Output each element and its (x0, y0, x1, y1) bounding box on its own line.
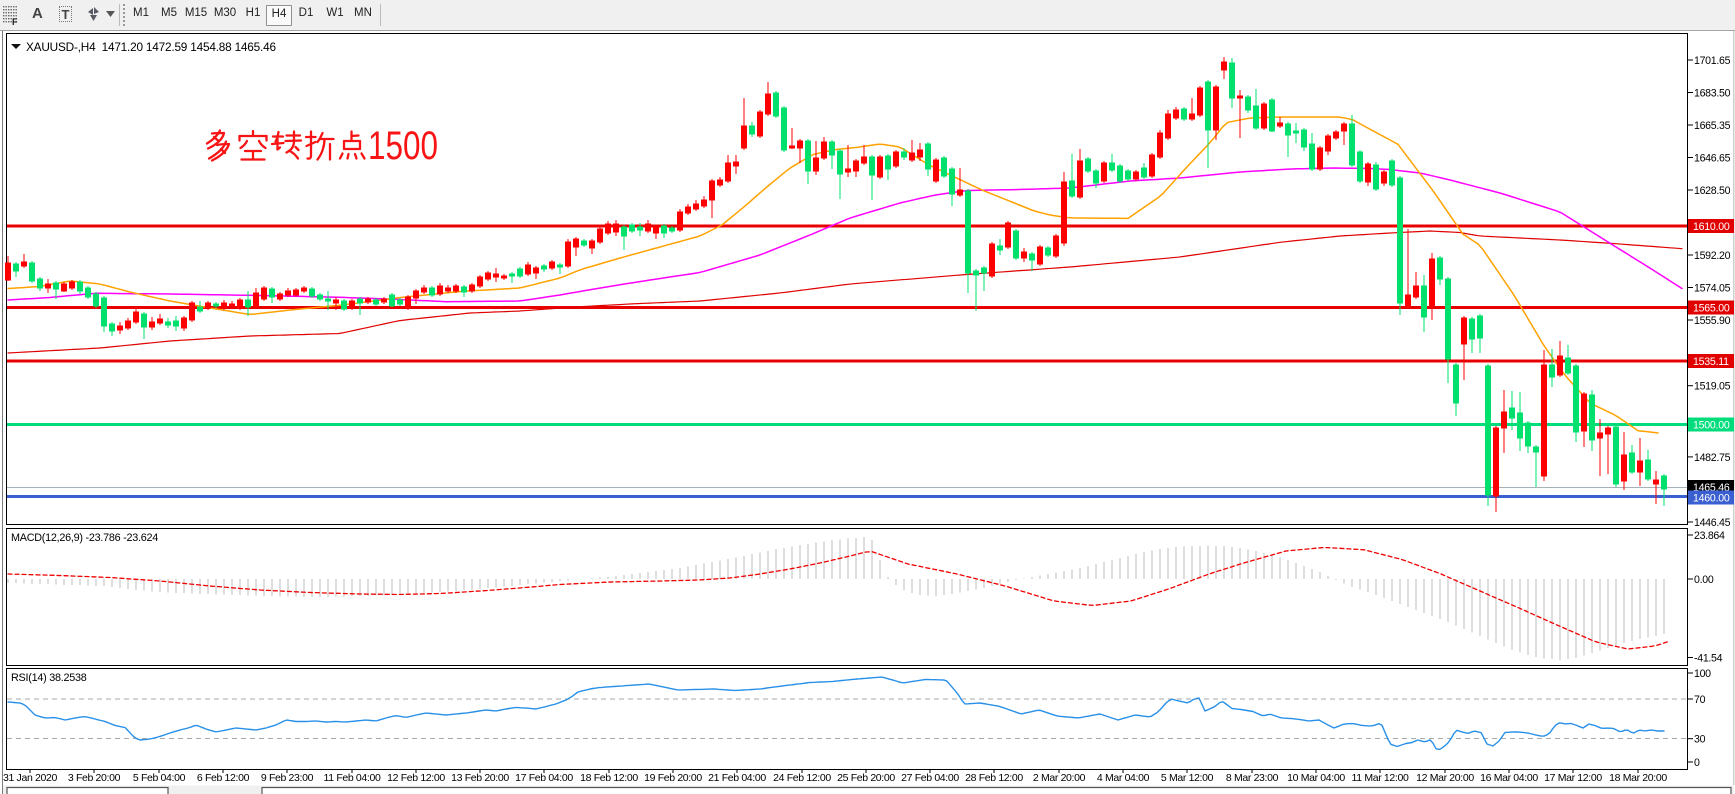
svg-text:4 Mar 04:00: 4 Mar 04:00 (1097, 772, 1150, 784)
svg-text:18 Feb 12:00: 18 Feb 12:00 (580, 772, 638, 784)
svg-text:8 Mar 23:00: 8 Mar 23:00 (1226, 772, 1279, 784)
svg-text:17 Feb 04:00: 17 Feb 04:00 (515, 772, 573, 784)
svg-text:2 Mar 20:00: 2 Mar 20:00 (1033, 772, 1086, 784)
svg-text:1460.00: 1460.00 (1693, 493, 1730, 505)
svg-text:1519.05: 1519.05 (1694, 381, 1731, 393)
svg-text:19 Feb 20:00: 19 Feb 20:00 (644, 772, 702, 784)
svg-text:1646.65: 1646.65 (1694, 153, 1731, 165)
svg-text:1500.00: 1500.00 (1693, 420, 1730, 432)
svg-text:25 Feb 20:00: 25 Feb 20:00 (837, 772, 895, 784)
svg-text:10 Mar 04:00: 10 Mar 04:00 (1287, 772, 1345, 784)
svg-text:-41.54: -41.54 (1694, 653, 1723, 665)
svg-text:27 Feb 04:00: 27 Feb 04:00 (901, 772, 959, 784)
svg-text:3 Feb 20:00: 3 Feb 20:00 (68, 772, 121, 784)
svg-text:12 Feb 12:00: 12 Feb 12:00 (387, 772, 445, 784)
svg-text:0.00: 0.00 (1694, 574, 1714, 586)
svg-text:RSI(14) 38.2538: RSI(14) 38.2538 (11, 672, 87, 684)
svg-text:F: F (12, 17, 18, 26)
svg-text:XAUUSD-,H4 1471.20 1472.59 14: XAUUSD-,H4 1471.20 1472.59 1454.88 1465.… (26, 40, 276, 54)
svg-text:1592.20: 1592.20 (1694, 250, 1731, 262)
svg-text:31 Jan 2020: 31 Jan 2020 (3, 772, 57, 784)
svg-text:70: 70 (1694, 694, 1706, 706)
svg-text:1683.50: 1683.50 (1694, 88, 1731, 100)
svg-text:9 Feb 23:00: 9 Feb 23:00 (261, 772, 314, 784)
svg-text:1500: 1500 (368, 124, 438, 168)
svg-text:1665.35: 1665.35 (1694, 120, 1731, 132)
svg-text:1628.50: 1628.50 (1694, 185, 1731, 197)
svg-text:1610.00: 1610.00 (1693, 221, 1730, 233)
svg-text:1565.00: 1565.00 (1693, 303, 1730, 315)
svg-text:21 Feb 04:00: 21 Feb 04:00 (708, 772, 766, 784)
svg-text:1535.11: 1535.11 (1693, 356, 1729, 368)
svg-text:100: 100 (1694, 668, 1711, 680)
svg-text:5 Mar 12:00: 5 Mar 12:00 (1161, 772, 1214, 784)
svg-text:16 Mar 04:00: 16 Mar 04:00 (1480, 772, 1538, 784)
svg-text:1446.45: 1446.45 (1694, 517, 1731, 529)
svg-text:28 Feb 12:00: 28 Feb 12:00 (965, 772, 1023, 784)
svg-text:17 Mar 12:00: 17 Mar 12:00 (1544, 772, 1602, 784)
svg-text:5 Feb 04:00: 5 Feb 04:00 (133, 772, 186, 784)
svg-text:18 Mar 20:00: 18 Mar 20:00 (1609, 772, 1667, 784)
svg-text:12 Mar 20:00: 12 Mar 20:00 (1416, 772, 1474, 784)
svg-text:24 Feb 12:00: 24 Feb 12:00 (773, 772, 831, 784)
svg-text:0: 0 (1694, 757, 1700, 769)
svg-text:1482.75: 1482.75 (1694, 452, 1731, 464)
svg-text:30: 30 (1694, 734, 1706, 746)
svg-text:23.864: 23.864 (1694, 530, 1725, 542)
svg-text:1701.65: 1701.65 (1694, 55, 1731, 67)
svg-text:1574.05: 1574.05 (1694, 283, 1731, 295)
svg-text:13 Feb 20:00: 13 Feb 20:00 (451, 772, 509, 784)
svg-text:11 Feb 04:00: 11 Feb 04:00 (324, 772, 381, 784)
svg-text:1555.90: 1555.90 (1694, 315, 1731, 327)
svg-text:MACD(12,26,9) -23.786 -23.624: MACD(12,26,9) -23.786 -23.624 (11, 532, 158, 544)
svg-text:6 Feb 12:00: 6 Feb 12:00 (197, 772, 250, 784)
svg-text:11 Mar 12:00: 11 Mar 12:00 (1352, 772, 1409, 784)
